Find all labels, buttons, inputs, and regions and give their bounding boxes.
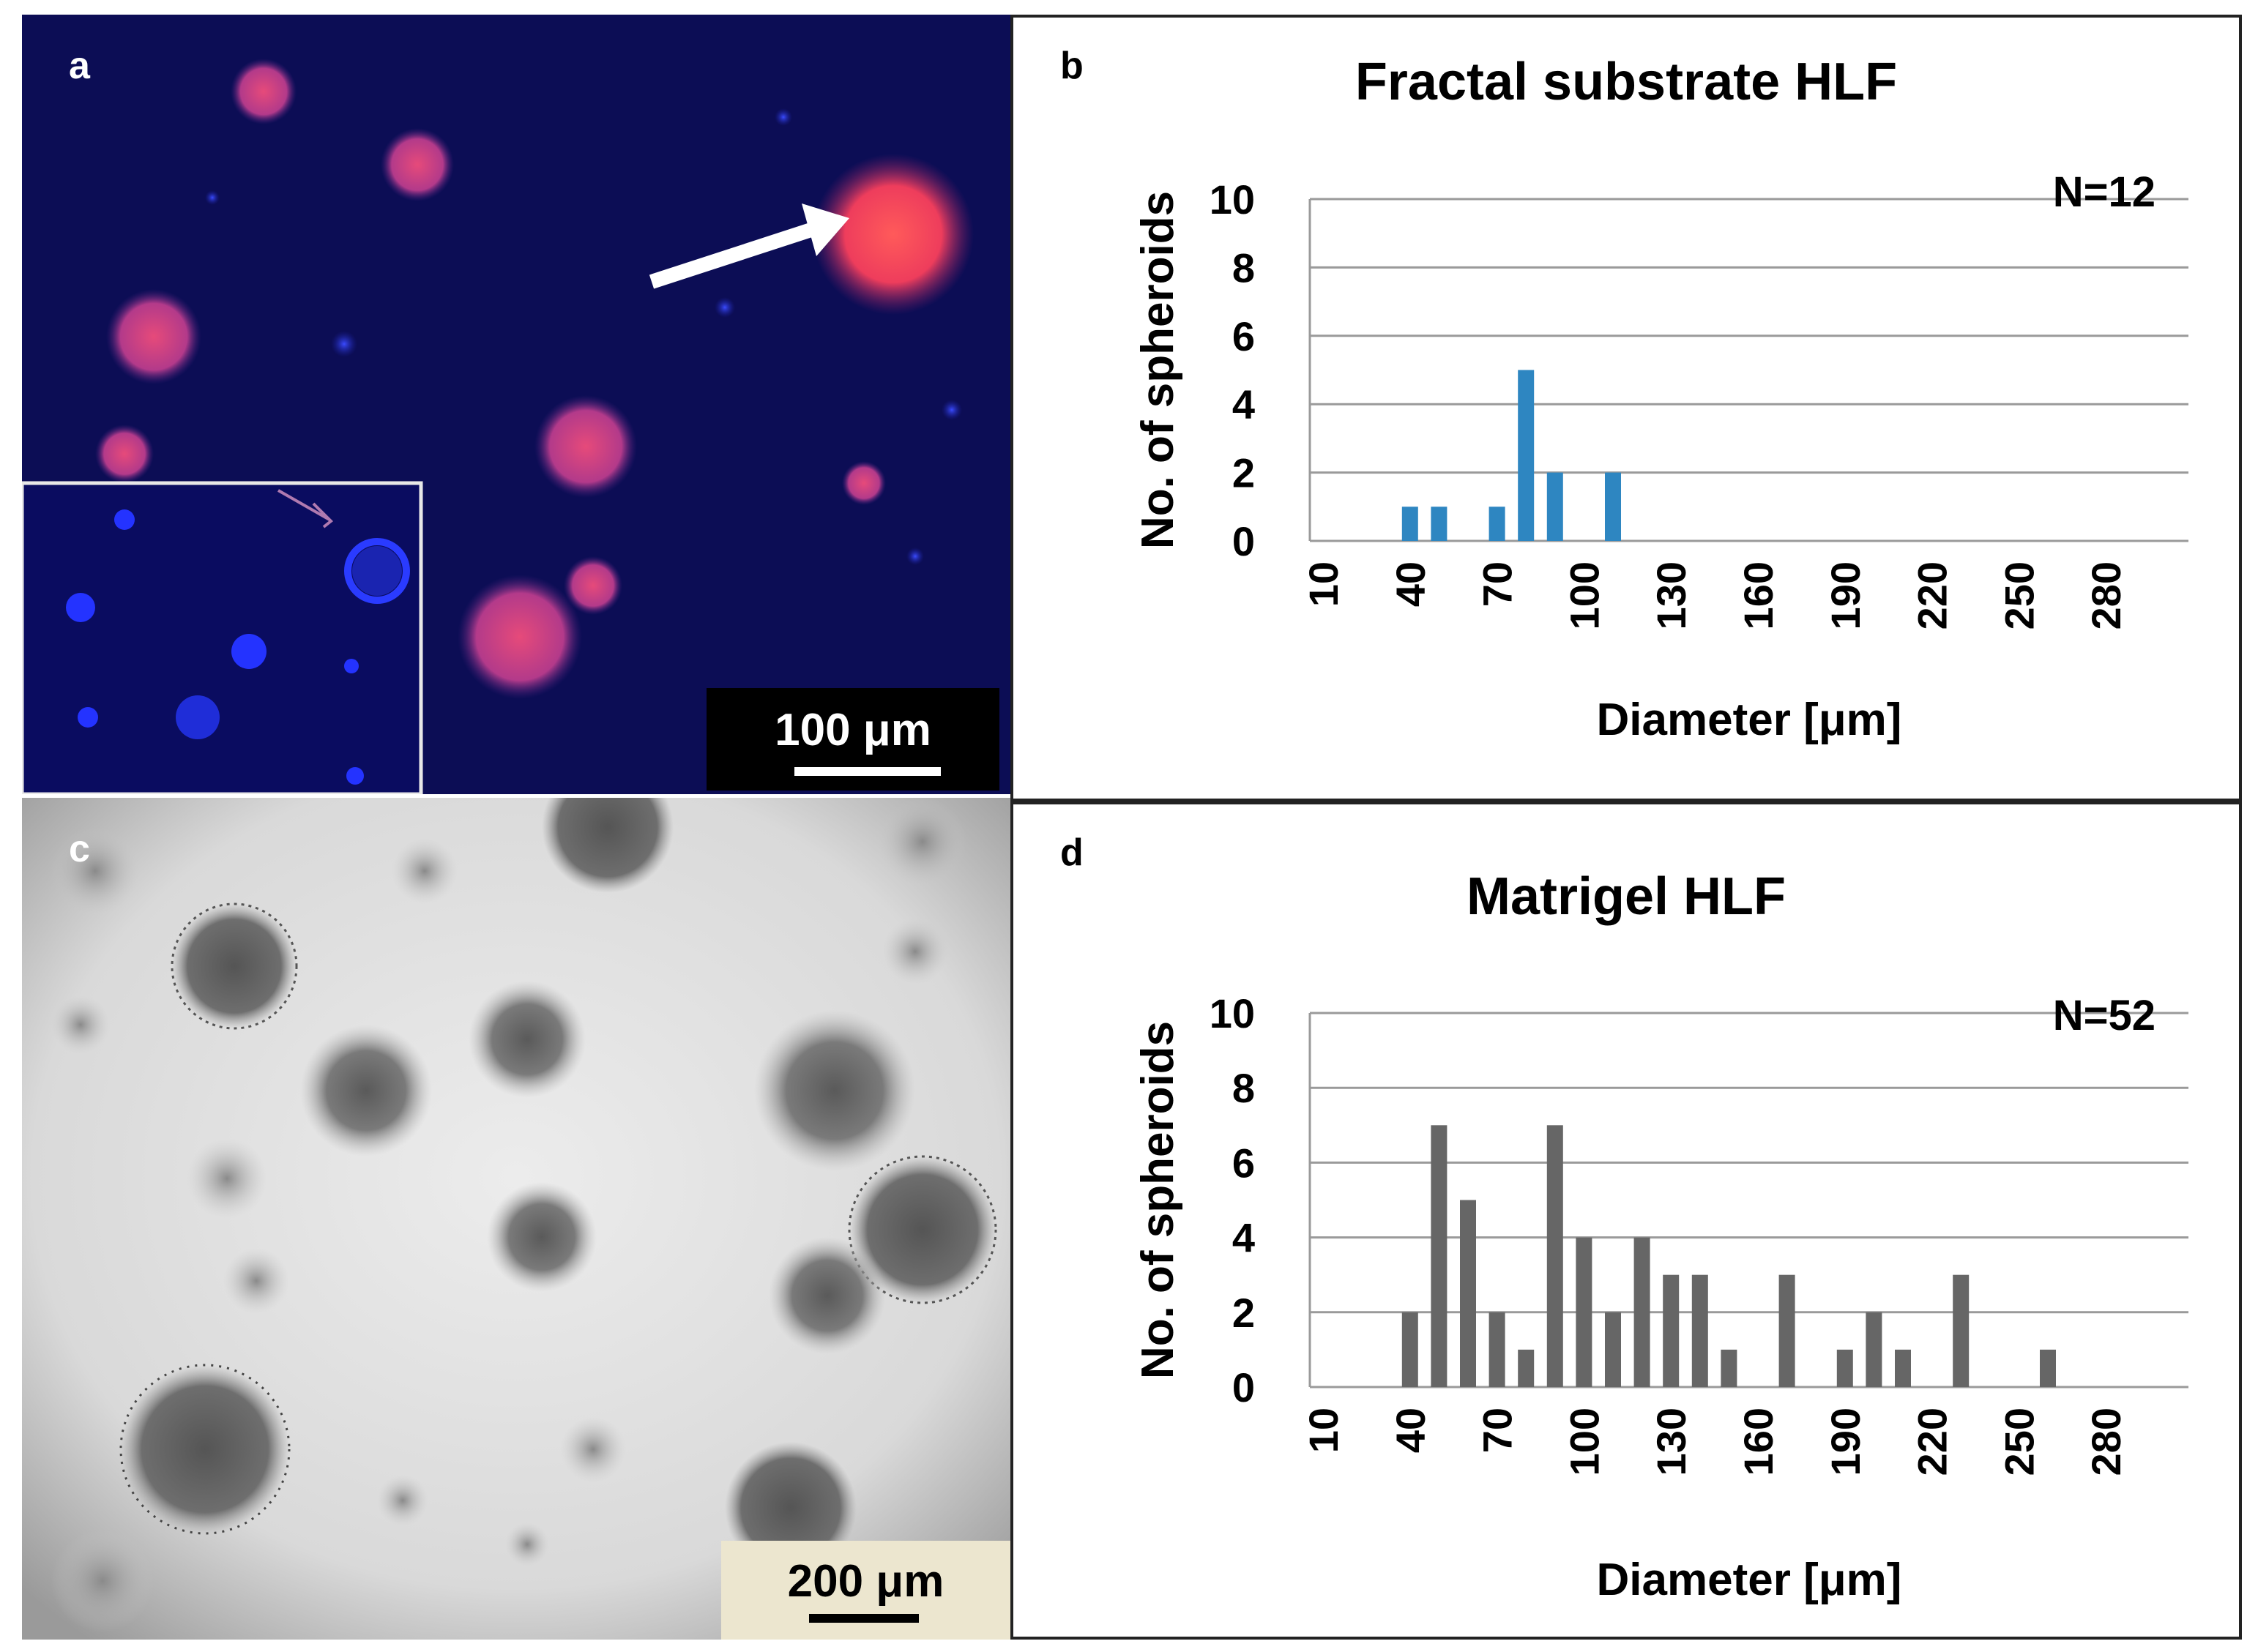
y-tick-label: 6: [1232, 313, 1255, 359]
chart-title: Fractal substrate HLF: [1355, 53, 1897, 111]
bar-110: [1605, 472, 1621, 541]
x-tick-label: 70: [1475, 1408, 1521, 1453]
bar-80: [1518, 1349, 1535, 1387]
x-tick-label: 40: [1387, 1408, 1434, 1453]
x-axis-label: Diameter [μm]: [1597, 1555, 1902, 1605]
brightfield-micrograph: [22, 798, 1010, 1640]
y-tick-label: 0: [1232, 518, 1255, 564]
bar-110: [1605, 1312, 1621, 1387]
panel-a-letter: a: [69, 45, 90, 87]
x-tick-label: 160: [1735, 1408, 1781, 1476]
panel-d-chart: d Matrigel HLF 0 2 4 6 8 10 10 40 70 100 130 160 190 2…: [1010, 801, 2242, 1640]
bar-200: [1866, 1312, 1882, 1387]
bar-50: [1431, 1125, 1447, 1387]
bar-40: [1401, 507, 1418, 541]
x-tick-label: 220: [1909, 1408, 1956, 1476]
y-axis-label: No. of spheroids: [1133, 1021, 1183, 1379]
bar-230: [1953, 1274, 1970, 1387]
sample-size-annotation: N=12: [2053, 168, 2155, 216]
x-tick-label: 70: [1475, 561, 1521, 607]
y-tick-label: 8: [1232, 244, 1255, 291]
panel-b-letter: b: [1060, 45, 1084, 87]
y-tick-label: 8: [1232, 1065, 1255, 1111]
bar-140: [1691, 1274, 1708, 1387]
x-tick-label: 190: [1822, 561, 1868, 629]
bar-80: [1518, 370, 1535, 541]
x-tick-label: 160: [1735, 561, 1781, 629]
x-axis-label: Diameter [μm]: [1597, 695, 1902, 745]
matrigel-histogram: Matrigel HLF 0 2 4 6 8 10 10 40 70 100 130 160 190 220…: [1133, 867, 2188, 1605]
y-axis-label: No. of spheroids: [1133, 191, 1183, 549]
y-tick-label: 6: [1232, 1140, 1255, 1186]
bar-90: [1546, 472, 1563, 541]
x-tick-label: 40: [1387, 561, 1434, 607]
bar-70: [1488, 1312, 1505, 1387]
x-tick-label: 250: [1996, 1408, 2042, 1476]
x-tick-label: 280: [2083, 561, 2129, 629]
bar-70: [1488, 507, 1505, 541]
bar-120: [1633, 1237, 1650, 1387]
y-tick-label: 2: [1232, 1290, 1255, 1336]
panel-c-letter: c: [69, 828, 90, 870]
scale-bar-line: [809, 1614, 919, 1623]
panel-b-chart: b Fractal substrate HLF 0 2 4 6 8 10 10 40 70 100 1…: [1010, 15, 2242, 801]
scale-bar-label: 200 μm: [787, 1556, 944, 1607]
fluorescence-micrograph: [22, 15, 1010, 794]
panel-c-brightfield-image: c 200 μm: [22, 798, 1010, 1640]
y-tick-label: 2: [1232, 450, 1255, 496]
x-tick-label: 130: [1648, 561, 1694, 629]
x-tick-label: 10: [1300, 1408, 1346, 1453]
bar-170: [1778, 1274, 1795, 1387]
bar-60: [1460, 1200, 1476, 1387]
x-tick-label: 220: [1909, 561, 1956, 629]
x-tick-label: 280: [2083, 1408, 2129, 1476]
y-tick-label: 10: [1210, 176, 1255, 223]
bar-260: [2040, 1349, 2056, 1387]
bar-130: [1663, 1274, 1680, 1387]
y-tick-label: 0: [1232, 1364, 1255, 1410]
bar-150: [1721, 1349, 1737, 1387]
x-tick-label: 100: [1561, 1408, 1607, 1476]
scale-bar-line: [794, 767, 941, 776]
x-tick-label: 100: [1561, 561, 1607, 629]
x-tick-label: 10: [1300, 561, 1346, 607]
bar-210: [1895, 1349, 1911, 1387]
y-tick-label: 4: [1232, 1215, 1255, 1261]
fractal-histogram: Fractal substrate HLF 0 2 4 6 8 10 10 40 70 100 130…: [1133, 53, 2188, 745]
panel-a-fluorescence-image: a 100 μm: [22, 15, 1010, 794]
y-tick-label: 10: [1210, 990, 1255, 1036]
scale-bar-100um: 100 μm: [707, 688, 999, 791]
y-tick-label: 4: [1232, 381, 1255, 427]
panel-d-letter: d: [1060, 831, 1084, 874]
bar-190: [1836, 1349, 1853, 1387]
sample-size-annotation: N=52: [2053, 992, 2155, 1039]
bar-100: [1576, 1237, 1592, 1387]
scale-bar-200um: 200 μm: [721, 1541, 1010, 1640]
x-tick-label: 130: [1648, 1408, 1694, 1476]
bar-90: [1546, 1125, 1563, 1387]
x-tick-label: 250: [1996, 561, 2042, 629]
chart-title: Matrigel HLF: [1467, 867, 1786, 926]
bar-50: [1431, 507, 1447, 541]
bar-40: [1401, 1312, 1418, 1387]
x-tick-label: 190: [1822, 1408, 1868, 1476]
scale-bar-label: 100 μm: [775, 705, 931, 755]
